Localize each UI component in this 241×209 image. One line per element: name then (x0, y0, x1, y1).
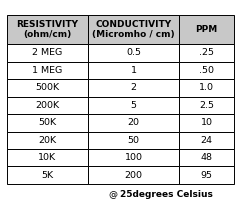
Bar (88, 114, 179, 131)
Bar (88, 131, 179, 149)
Bar (7, 15, 88, 44)
Text: PPM: PPM (195, 25, 218, 34)
Text: 200K: 200K (35, 101, 60, 110)
Text: 20: 20 (127, 118, 140, 127)
Bar (88, 97, 179, 114)
Bar (88, 62, 179, 79)
Bar (88, 15, 179, 44)
Text: 20K: 20K (38, 136, 56, 145)
Text: 500K: 500K (35, 83, 60, 92)
Text: @: @ (109, 190, 120, 199)
Bar (7, 97, 88, 114)
Text: 0.5: 0.5 (126, 48, 141, 57)
Text: 2: 2 (131, 83, 136, 92)
Bar (179, 131, 234, 149)
Text: 95: 95 (201, 171, 213, 180)
Text: 10: 10 (201, 118, 213, 127)
Text: 2 MEG: 2 MEG (32, 48, 63, 57)
Text: 200: 200 (125, 171, 142, 180)
Text: RESISTIVITY
(ohm/cm): RESISTIVITY (ohm/cm) (16, 20, 78, 39)
Text: 5: 5 (131, 101, 136, 110)
Bar (7, 44, 88, 62)
Bar (179, 79, 234, 97)
Text: 1 MEG: 1 MEG (32, 66, 63, 75)
Text: 25degrees Celsius: 25degrees Celsius (120, 190, 213, 199)
Bar (179, 114, 234, 131)
Text: 2.5: 2.5 (199, 101, 214, 110)
Text: 24: 24 (201, 136, 213, 145)
Bar (88, 44, 179, 62)
Bar (179, 62, 234, 79)
Bar (7, 149, 88, 166)
Bar (179, 149, 234, 166)
Text: 48: 48 (201, 153, 213, 162)
Text: CONDUCTIVITY
(Micromho / cm): CONDUCTIVITY (Micromho / cm) (92, 20, 175, 39)
Text: 100: 100 (125, 153, 142, 162)
Bar (88, 79, 179, 97)
Text: .25: .25 (199, 48, 214, 57)
Bar (88, 149, 179, 166)
Bar (7, 114, 88, 131)
Text: 1: 1 (131, 66, 136, 75)
Bar (7, 79, 88, 97)
Bar (179, 97, 234, 114)
Text: .50: .50 (199, 66, 214, 75)
Bar (7, 62, 88, 79)
Text: 1.0: 1.0 (199, 83, 214, 92)
Bar (179, 166, 234, 184)
Bar (88, 166, 179, 184)
Bar (179, 44, 234, 62)
Bar (7, 166, 88, 184)
Text: 5K: 5K (41, 171, 54, 180)
Text: 50: 50 (127, 136, 140, 145)
Bar (7, 131, 88, 149)
Text: 10K: 10K (38, 153, 56, 162)
Bar (179, 15, 234, 44)
Text: 50K: 50K (38, 118, 56, 127)
